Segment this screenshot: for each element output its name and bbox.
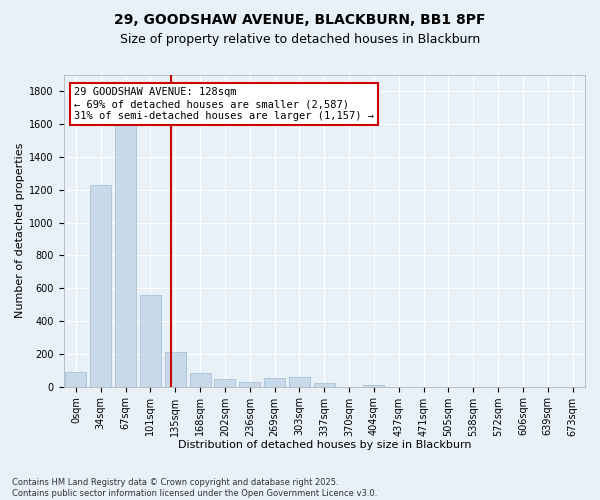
Bar <box>115 114 136 386</box>
Bar <box>239 382 260 386</box>
Bar <box>214 379 235 386</box>
Bar <box>264 378 285 386</box>
Bar <box>90 185 112 386</box>
Text: 29, GOODSHAW AVENUE, BLACKBURN, BB1 8PF: 29, GOODSHAW AVENUE, BLACKBURN, BB1 8PF <box>114 12 486 26</box>
Y-axis label: Number of detached properties: Number of detached properties <box>15 143 25 318</box>
Bar <box>289 377 310 386</box>
Bar <box>190 374 211 386</box>
Bar <box>65 372 86 386</box>
Text: 29 GOODSHAW AVENUE: 128sqm
← 69% of detached houses are smaller (2,587)
31% of s: 29 GOODSHAW AVENUE: 128sqm ← 69% of deta… <box>74 88 374 120</box>
Bar <box>140 295 161 386</box>
Text: Contains HM Land Registry data © Crown copyright and database right 2025.
Contai: Contains HM Land Registry data © Crown c… <box>12 478 377 498</box>
Text: Size of property relative to detached houses in Blackburn: Size of property relative to detached ho… <box>120 32 480 46</box>
Bar <box>165 352 186 386</box>
X-axis label: Distribution of detached houses by size in Blackburn: Distribution of detached houses by size … <box>178 440 471 450</box>
Bar <box>314 382 335 386</box>
